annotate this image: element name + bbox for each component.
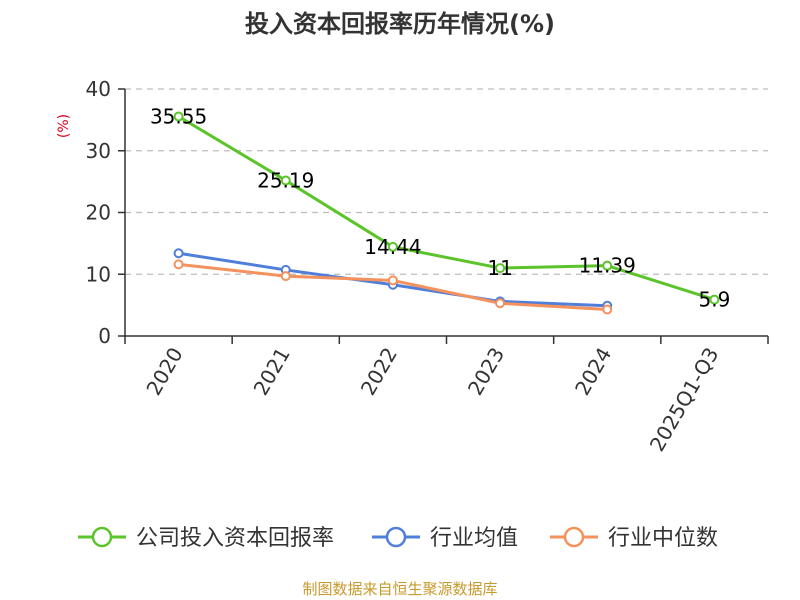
data-label: 35.55: [150, 104, 207, 128]
data-labels: 35.55 25.19 14.44 11 11.39 5.9: [150, 104, 730, 311]
y-tick-label: 0: [98, 324, 111, 348]
data-point: [280, 271, 291, 282]
legend-label: 行业中位数: [608, 526, 718, 551]
y-tick-labels: 0 10 20 30 40: [86, 77, 111, 348]
x-tick-label: 2020: [141, 343, 187, 399]
source-note: 制图数据来自恒生聚源数据库: [302, 580, 497, 598]
gridlines: [125, 88, 768, 275]
data-label: 11: [487, 256, 512, 280]
data-point: [173, 259, 184, 270]
legend-label: 公司投入资本回报率: [136, 526, 334, 551]
data-point: [173, 111, 184, 122]
data-point: [495, 263, 506, 274]
data-point: [602, 260, 613, 271]
data-label: 25.19: [257, 168, 314, 192]
y-axis-label: (%): [56, 114, 72, 138]
x-tick-label: 2022: [356, 343, 402, 399]
x-tick-labels: 2020 2021 2022 2023 2024 2025Q1-Q3: [141, 343, 723, 455]
x-tick-label: 2021: [249, 343, 295, 399]
x-tick-label: 2025Q1-Q3: [645, 343, 724, 455]
y-tick-label: 20: [86, 201, 111, 225]
x-tick-label: 2023: [463, 343, 509, 399]
legend-swatch-marker: [563, 526, 585, 548]
y-tick-label: 10: [86, 262, 111, 286]
data-label: 14.44: [364, 235, 421, 259]
data-point: [495, 298, 506, 309]
series-line: [177, 115, 715, 301]
legend-swatch-marker: [385, 526, 407, 548]
x-tick-label: 2024: [570, 343, 616, 399]
data-point: [602, 304, 613, 315]
data-label: 11.39: [579, 254, 636, 278]
axes: [118, 88, 769, 344]
y-tick-label: 30: [86, 139, 111, 163]
data-point: [280, 175, 291, 186]
data-point: [387, 241, 398, 252]
y-tick-label: 40: [86, 77, 111, 101]
data-point: [709, 294, 720, 305]
legend: 公司投入资本回报率 行业均值 行业中位数: [78, 526, 718, 551]
legend-label: 行业均值: [430, 526, 518, 551]
series-lines: [173, 111, 720, 315]
data-point: [173, 248, 184, 259]
legend-swatch-marker: [91, 526, 113, 548]
data-label: 5.9: [699, 288, 731, 312]
chart-title: 投入资本回报率历年情况(%): [245, 10, 555, 38]
data-point: [387, 275, 398, 286]
